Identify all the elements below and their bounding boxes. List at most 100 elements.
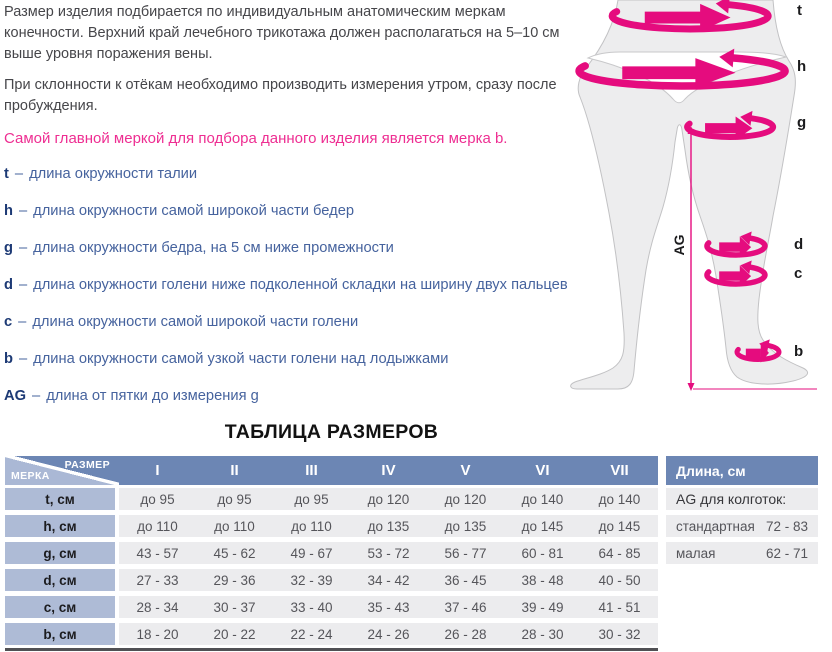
definition-item: AG – длина от пятки до измерения g (4, 387, 582, 405)
table-cell: 38 - 48 (521, 572, 564, 588)
column-header: I (155, 462, 160, 479)
table-row: b, см 18 - 20 20 - 22 22 - 24 24 - 26 26 - 28… (5, 623, 658, 645)
row-values: 43 - 57 45 - 62 49 - 67 53 - 72 56 - 77 60 - … (119, 542, 658, 564)
length-panel-header: Длина, см (666, 456, 818, 485)
table-cell: 39 - 49 (521, 599, 564, 615)
intro-highlight-sentence: Самой главной меркой для подбора данного… (4, 130, 508, 147)
definition-dash: – (18, 277, 28, 293)
row-label: h, см (5, 515, 115, 537)
table-cell: 26 - 28 (444, 626, 487, 642)
definition-text: длина окружности бедра, на 5 см ниже про… (33, 240, 394, 256)
table-cell: до 140 (598, 491, 641, 507)
diagram-label-d: d (794, 236, 804, 253)
corner-label-razmer: РАЗМЕР (64, 459, 110, 471)
definition-dash: – (18, 314, 27, 330)
table-cell: до 140 (521, 491, 564, 507)
row-values: 27 - 33 29 - 36 32 - 39 34 - 42 36 - 45 38 - … (119, 569, 658, 591)
length-panel-subtitle: AG для колготок: (676, 491, 787, 507)
table-cell: 30 - 32 (598, 626, 641, 642)
table-cell: 56 - 77 (444, 545, 487, 561)
column-header: III (305, 462, 318, 479)
definition-text: длина от пятки до измерения g (46, 388, 259, 404)
table-cell: 20 - 22 (213, 626, 256, 642)
diagram-label-g: g (797, 114, 807, 131)
definition-term: g (4, 240, 13, 256)
table-cell: до 145 (598, 518, 641, 534)
size-table-corner-cell: РАЗМЕР МЕРКА (5, 456, 119, 485)
length-row-label: стандартная (676, 518, 755, 534)
definition-dash: – (18, 240, 28, 256)
table-cell: 32 - 39 (290, 572, 333, 588)
table-cell: 24 - 26 (367, 626, 410, 642)
table-cell: 41 - 51 (598, 599, 641, 615)
table-cell: до 135 (367, 518, 410, 534)
table-cell: 18 - 20 (136, 626, 179, 642)
diagram-label-t: t (797, 2, 802, 19)
table-cell: 40 - 50 (598, 572, 641, 588)
table-cell: до 95 (140, 491, 175, 507)
diagram-label-ag: AG (671, 234, 687, 256)
measure-arrows (575, 0, 789, 363)
length-panel: Длина, см AG для колготок: стандартная 72… (666, 456, 818, 564)
definition-term: t (4, 166, 9, 182)
table-cell: до 120 (444, 491, 487, 507)
table-cell: 49 - 67 (290, 545, 333, 561)
definition-item: t – длина окружности талии (4, 165, 582, 183)
table-cell: 33 - 40 (290, 599, 333, 615)
row-values: до 95 до 95 до 95 до 120 до 120 до 140 до 140 (119, 488, 658, 510)
table-cell: 60 - 81 (521, 545, 564, 561)
definitions-list: t – длина окружности талии h – длина окружнос… (4, 165, 582, 405)
row-label: g, см (5, 542, 115, 564)
definition-dash: – (32, 388, 41, 404)
size-table-column-headers: I II III IV V VI VII (119, 456, 658, 485)
table-cell: 35 - 43 (367, 599, 410, 615)
definition-dash: – (18, 203, 28, 219)
definition-term: b (4, 351, 13, 367)
row-values: 28 - 34 30 - 37 33 - 40 35 - 43 37 - 46 39 - … (119, 596, 658, 618)
definition-term: h (4, 203, 13, 219)
table-cell: до 135 (444, 518, 487, 534)
table-row: h, см до 110 до 110 до 110 до 135 до 135 до 14… (5, 515, 658, 537)
definition-item: b – длина окружности самой узкой части гол… (4, 350, 582, 368)
table-cell: до 120 (367, 491, 410, 507)
table-cell: 37 - 46 (444, 599, 487, 615)
table-row: g, см 43 - 57 45 - 62 49 - 67 53 - 72 56 - 77… (5, 542, 658, 564)
intro-text-block: Размер изделия подбирается по индивидуал… (4, 2, 582, 424)
row-values: до 110 до 110 до 110 до 135 до 135 до 145 до 1… (119, 515, 658, 537)
definition-dash: – (14, 166, 24, 182)
row-label: c, см (5, 596, 115, 618)
column-header: VI (535, 462, 550, 479)
legs-figure-illustration (570, 0, 817, 391)
column-header: IV (381, 462, 396, 479)
table-cell: 34 - 42 (367, 572, 410, 588)
definition-term: c (4, 314, 13, 330)
definition-text: длина окружности самой узкой части голен… (33, 351, 449, 367)
definition-text: длина окружности самой широкой части гол… (32, 314, 359, 330)
table-cell: 22 - 24 (290, 626, 333, 642)
table-cell: до 95 (294, 491, 329, 507)
length-row-value: 72 - 83 (765, 518, 808, 534)
table-cell: 45 - 62 (213, 545, 256, 561)
table-cell: 28 - 30 (521, 626, 564, 642)
table-cell: 53 - 72 (367, 545, 410, 561)
size-table: РАЗМЕР МЕРКА I II III IV V VI VII t, см до 95 до… (5, 456, 658, 651)
table-row: c, см 28 - 34 30 - 37 33 - 40 35 - 43 37 - 46… (5, 596, 658, 618)
column-header: II (230, 462, 239, 479)
length-panel-subtitle-row: AG для колготок: (666, 488, 818, 510)
table-cell: до 110 (291, 518, 332, 534)
row-label: d, см (5, 569, 115, 591)
column-header: V (460, 462, 471, 479)
length-row-value: 62 - 71 (765, 545, 808, 561)
size-table-title: ТАБЛИЦА РАЗМЕРОВ (224, 421, 439, 443)
column-header: VII (610, 462, 629, 479)
table-cell: до 95 (217, 491, 252, 507)
length-panel-body: стандартная 72 - 83 малая 62 - 71 (666, 515, 818, 564)
table-row: t, см до 95 до 95 до 95 до 120 до 120 до 140 до… (5, 488, 658, 510)
table-cell: до 110 (214, 518, 255, 534)
definition-term: d (4, 277, 13, 293)
intro-paragraph-2: При склонности к отёкам необходимо произ… (4, 77, 557, 114)
diagram-label-b: b (794, 343, 804, 360)
definition-item: c – длина окружности самой широкой части г… (4, 313, 582, 331)
row-values: 18 - 20 20 - 22 22 - 24 24 - 26 26 - 28 28 - … (119, 623, 658, 645)
definition-item: d – длина окружности голени ниже подколенн… (4, 276, 582, 294)
